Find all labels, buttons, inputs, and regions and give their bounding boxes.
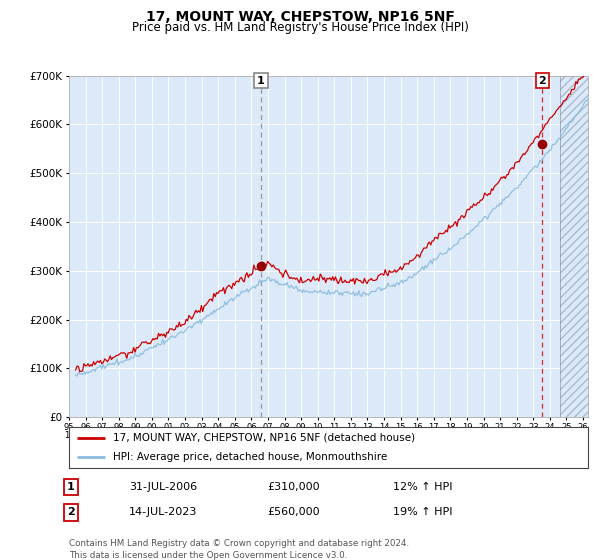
Text: 19% ↑ HPI: 19% ↑ HPI [393, 507, 452, 517]
Text: HPI: Average price, detached house, Monmouthshire: HPI: Average price, detached house, Monm… [113, 451, 388, 461]
Text: 1: 1 [67, 482, 74, 492]
Text: 31-JUL-2006: 31-JUL-2006 [129, 482, 197, 492]
Text: 2: 2 [67, 507, 74, 517]
Bar [560, 76, 600, 417]
Text: 1: 1 [257, 76, 265, 86]
Text: 17, MOUNT WAY, CHEPSTOW, NP16 5NF (detached house): 17, MOUNT WAY, CHEPSTOW, NP16 5NF (detac… [113, 433, 415, 443]
Text: Price paid vs. HM Land Registry's House Price Index (HPI): Price paid vs. HM Land Registry's House … [131, 21, 469, 34]
Text: £310,000: £310,000 [267, 482, 320, 492]
Text: 17, MOUNT WAY, CHEPSTOW, NP16 5NF: 17, MOUNT WAY, CHEPSTOW, NP16 5NF [146, 10, 454, 24]
Text: 12% ↑ HPI: 12% ↑ HPI [393, 482, 452, 492]
Text: Contains HM Land Registry data © Crown copyright and database right 2024.
This d: Contains HM Land Registry data © Crown c… [69, 539, 409, 559]
Text: 2: 2 [538, 76, 546, 86]
Text: £560,000: £560,000 [267, 507, 320, 517]
Text: 14-JUL-2023: 14-JUL-2023 [129, 507, 197, 517]
